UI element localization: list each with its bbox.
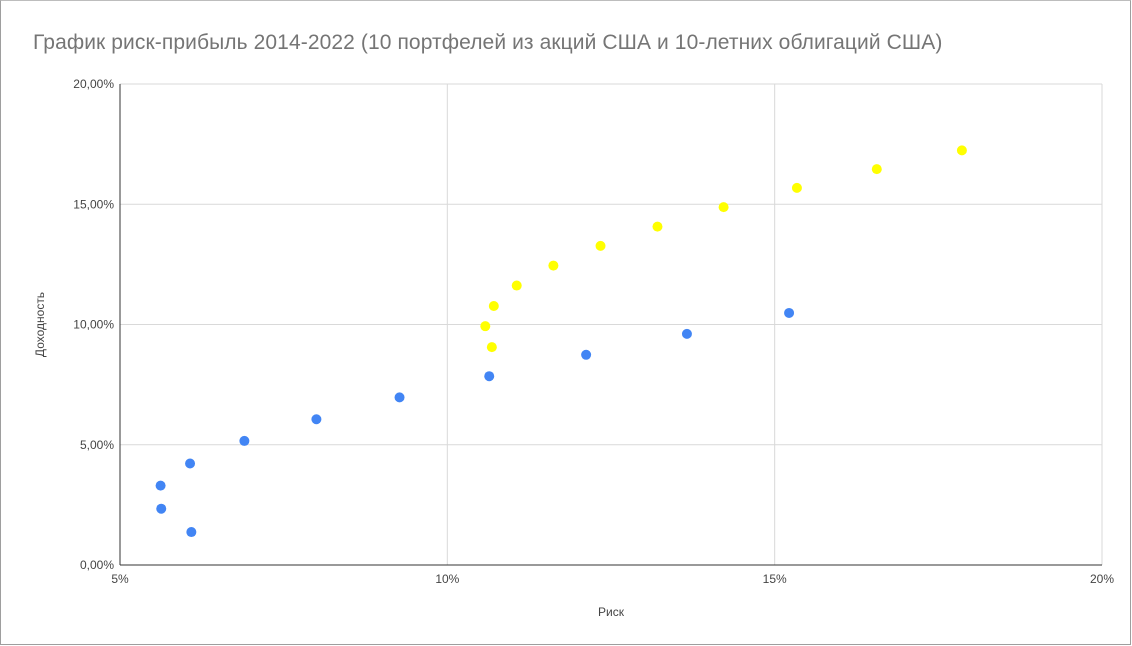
data-point bbox=[394, 392, 405, 403]
data-point bbox=[871, 164, 882, 175]
data-point bbox=[484, 371, 495, 382]
y-axis-ticks: 0,00% 5,00% 10,00% 15,00% 20,00% bbox=[73, 77, 114, 572]
data-point bbox=[311, 414, 322, 425]
data-point bbox=[581, 349, 592, 360]
y-tick-label: 20,00% bbox=[73, 77, 114, 91]
x-tick-label: 10% bbox=[435, 572, 459, 586]
data-point bbox=[239, 435, 250, 446]
y-tick-label: 5,00% bbox=[80, 438, 114, 452]
x-tick-label: 5% bbox=[111, 572, 129, 586]
gridlines bbox=[120, 83, 1103, 565]
x-tick-label: 15% bbox=[763, 572, 787, 586]
data-point bbox=[486, 342, 497, 353]
data-point bbox=[595, 240, 606, 251]
x-axis-ticks: 5% 10% 15% 20% bbox=[111, 572, 1114, 586]
y-axis-title: Доходность bbox=[33, 292, 47, 357]
data-point bbox=[186, 527, 197, 538]
data-point bbox=[488, 300, 499, 311]
data-point bbox=[156, 503, 167, 514]
y-tick-label: 10,00% bbox=[73, 318, 114, 332]
data-point bbox=[791, 182, 802, 193]
data-point bbox=[548, 260, 559, 271]
data-point bbox=[652, 221, 663, 232]
data-point bbox=[511, 280, 522, 291]
x-tick-label: 20% bbox=[1090, 572, 1114, 586]
data-point bbox=[784, 307, 795, 318]
data-point bbox=[718, 202, 729, 213]
data-point bbox=[155, 480, 166, 491]
chart-title: График риск-прибыль 2014-2022 (10 портфе… bbox=[33, 31, 943, 54]
x-axis-title: Риск bbox=[598, 605, 625, 619]
y-tick-label: 15,00% bbox=[73, 197, 114, 211]
axes bbox=[119, 84, 1102, 566]
data-point bbox=[480, 321, 491, 332]
data-point bbox=[681, 328, 692, 339]
data-point bbox=[956, 145, 967, 156]
data-point bbox=[185, 458, 196, 469]
y-tick-label: 0,00% bbox=[80, 558, 114, 572]
data-points bbox=[155, 145, 967, 538]
